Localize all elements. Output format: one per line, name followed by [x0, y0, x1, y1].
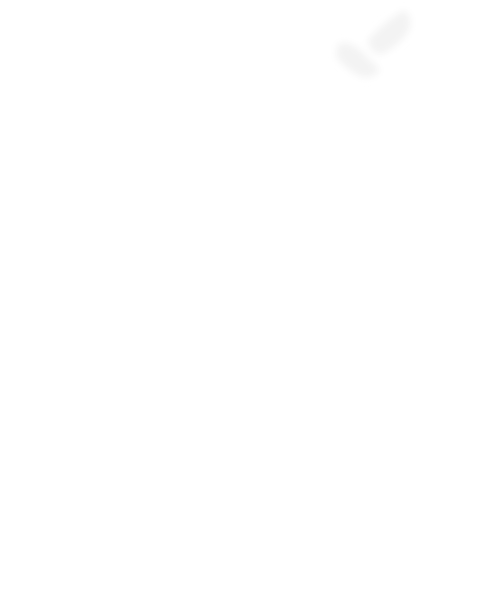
- faint-shape-right: [368, 10, 411, 54]
- faint-shape-left: [336, 43, 380, 78]
- faint-shape: [336, 10, 411, 78]
